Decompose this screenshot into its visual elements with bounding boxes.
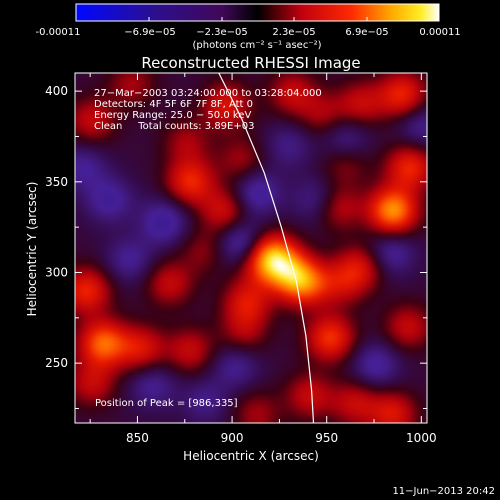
colorbar-tick-label: −2.3e−05 xyxy=(196,27,248,38)
x-tick-label: 850 xyxy=(126,431,149,445)
colorbar-tick-label: −6.9e−05 xyxy=(124,27,176,38)
colorbar-tick-label: 2.3e−05 xyxy=(272,27,315,38)
peak-position-label: Position of Peak = [986,335] xyxy=(95,398,238,409)
annotation-energy-range: Energy Range: 25.0 − 50.0 keV xyxy=(94,110,251,121)
annotation-clean-counts: Clean Total counts: 3.89E+03 xyxy=(94,121,254,132)
plot-frame xyxy=(74,72,428,424)
heatmap-image xyxy=(75,73,427,423)
colorbar-tick-label: 0.00011 xyxy=(419,27,460,38)
colorbar-unit-label: (photons cm⁻² s⁻¹ asec⁻²) xyxy=(192,40,321,51)
y-tick-label: 250 xyxy=(45,356,68,370)
x-tick-label: 1000 xyxy=(406,431,437,445)
x-tick-label: 950 xyxy=(315,431,338,445)
colorbar-tick-label: 6.9e−05 xyxy=(345,27,388,38)
annotation-detectors: Detectors: 4F 5F 6F 7F 8F, Att 0 xyxy=(94,99,253,110)
x-axis-label: Heliocentric X (arcsec) xyxy=(183,449,319,463)
chart-title: Reconstructed RHESSI Image xyxy=(141,54,360,72)
timestamp: 11−Jun−2013 20:42 xyxy=(392,486,495,497)
y-axis-label: Heliocentric Y (arcsec) xyxy=(25,182,39,317)
axis-ticks xyxy=(75,73,427,423)
annotation-time-range: 27−Mar−2003 03:24:00.000 to 03:28:04.000 xyxy=(94,88,322,99)
y-tick-label: 400 xyxy=(45,84,68,98)
x-tick-label: 900 xyxy=(221,431,244,445)
y-tick-label: 350 xyxy=(45,175,68,189)
solar-limb-curve xyxy=(218,73,315,423)
colorbar-tick-label: -0.00011 xyxy=(36,27,81,38)
y-tick-label: 300 xyxy=(45,265,68,279)
colorbar xyxy=(75,3,440,22)
colorbar-ticks xyxy=(75,17,440,21)
